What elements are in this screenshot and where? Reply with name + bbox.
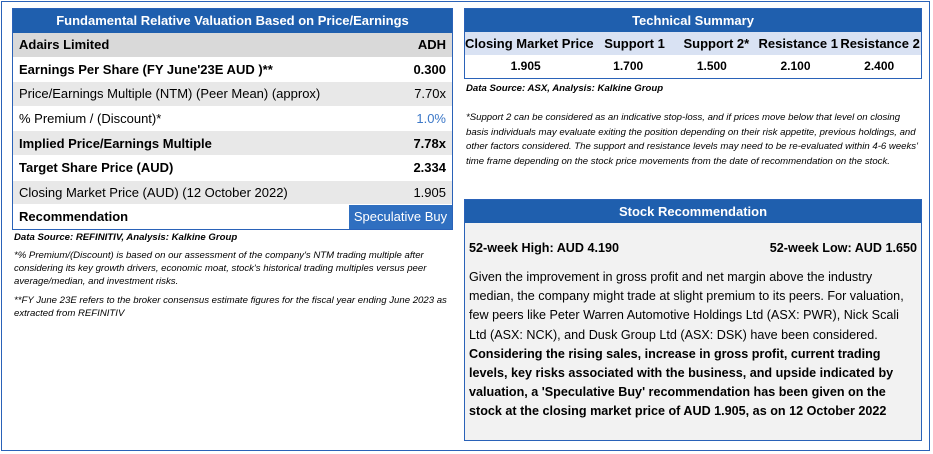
technical-summary-table: Technical Summary Closing Market Price S… <box>464 8 922 79</box>
recommendation-badge: Speculative Buy <box>349 205 452 229</box>
table-row: Closing Market Price (AUD) (12 October 2… <box>13 179 452 205</box>
technical-source: Data Source: ASX, Analysis: Kalkine Grou… <box>466 83 664 94</box>
column-header: Support 2* <box>683 36 750 51</box>
rec-text-bold: Considering the rising sales, increase i… <box>469 346 894 419</box>
row-value: 2.334 <box>413 160 446 176</box>
cell-value: 1.700 <box>613 59 644 73</box>
company-name: Adairs Limited <box>19 37 110 53</box>
recommendation-row: Recommendation Speculative Buy <box>13 204 452 229</box>
cell-value: 2.100 <box>780 59 811 73</box>
row-label: Price/Earnings Multiple (NTM) (Peer Mean… <box>19 86 321 102</box>
row-value: 7.70x <box>414 86 446 102</box>
column-header: Closing Market Price <box>465 36 594 51</box>
table-row: Implied Price/Earnings Multiple 7.78x <box>13 130 452 155</box>
premium-footnote: *% Premium/(Discount) is based on our as… <box>14 250 427 287</box>
row-label: Closing Market Price (AUD) (12 October 2… <box>19 184 288 200</box>
table-row: Earnings Per Share (FY June'23E AUD )** … <box>13 56 452 82</box>
recommendation-label: Recommendation <box>19 209 129 225</box>
technical-header-row: Closing Market Price Support 1 Support 2… <box>465 32 921 55</box>
row-value: 0.300 <box>413 61 446 77</box>
rec-text-plain: Given the improvement in gross profit an… <box>469 270 904 342</box>
row-label: Earnings Per Share (FY June'23E AUD )** <box>19 61 273 77</box>
column-header: Resistance 1 <box>758 36 838 51</box>
column-header: Resistance 2 <box>840 36 920 51</box>
valuation-source: Data Source: REFINITIV, Analysis: Kalkin… <box>14 232 238 243</box>
row-label: % Premium / (Discount)* <box>19 111 162 127</box>
cell-value: 2.400 <box>864 59 895 73</box>
row-label: Target Share Price (AUD) <box>19 160 174 176</box>
valuation-title: Fundamental Relative Valuation Based on … <box>13 9 452 33</box>
week52-high: 52-week High: AUD 4.190 <box>469 241 620 255</box>
week52-low: 52-week Low: AUD 1.650 <box>769 241 917 255</box>
row-value: 1.0% <box>416 111 446 127</box>
cell-value: 1.500 <box>696 59 727 73</box>
table-row: % Premium / (Discount)* 1.0% <box>13 105 452 131</box>
technical-values-row: 1.905 1.700 1.500 2.100 2.400 <box>465 55 921 78</box>
valuation-table: Fundamental Relative Valuation Based on … <box>12 8 453 230</box>
ticker: ADH <box>417 37 446 53</box>
column-header: Support 1 <box>604 36 665 51</box>
cell-value: 1.905 <box>510 59 541 73</box>
row-value: 1.905 <box>413 184 446 200</box>
row-label: Implied Price/Earnings Multiple <box>19 135 212 151</box>
table-row: Price/Earnings Multiple (NTM) (Peer Mean… <box>13 81 452 106</box>
company-row: Adairs Limited ADH <box>13 33 452 57</box>
stock-recommendation-box: Stock Recommendation 52-week High: AUD 4… <box>464 199 922 441</box>
row-value: 7.78x <box>413 135 446 151</box>
table-row: Target Share Price (AUD) 2.334 <box>13 154 452 180</box>
technical-title: Technical Summary <box>465 9 921 32</box>
support-note: *Support 2 can be considered as an indic… <box>466 112 918 167</box>
recommendation-text: Given the improvement in gross profit an… <box>469 268 917 422</box>
stock-rec-title: Stock Recommendation <box>465 200 921 223</box>
fy-footnote: **FY June 23E refers to the broker conse… <box>14 295 447 319</box>
price-range-row: 52-week High: AUD 4.190 52-week Low: AUD… <box>465 241 921 255</box>
